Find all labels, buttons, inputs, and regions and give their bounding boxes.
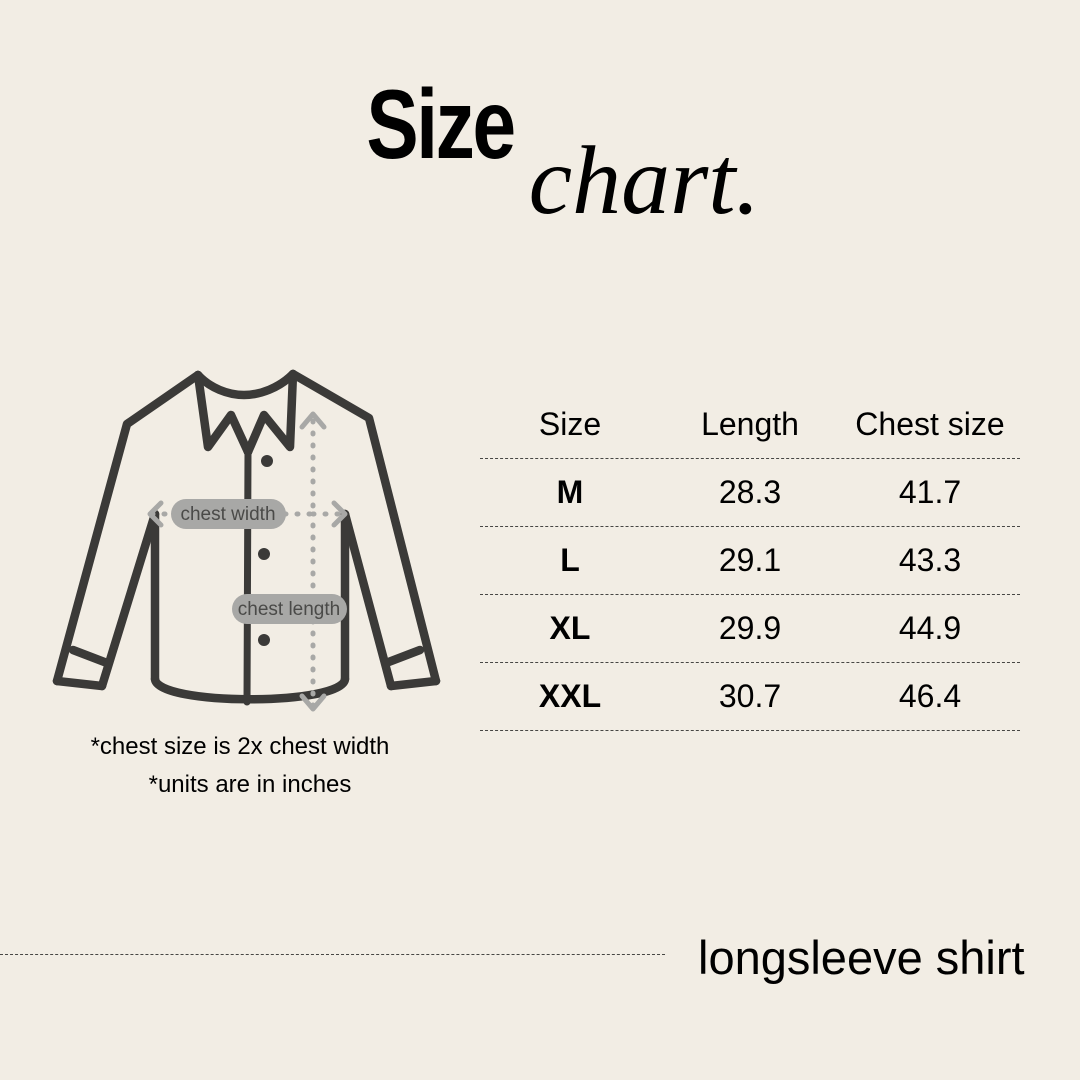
svg-text:chest width: chest width [180, 504, 275, 525]
svg-text:chest length: chest length [238, 599, 340, 620]
